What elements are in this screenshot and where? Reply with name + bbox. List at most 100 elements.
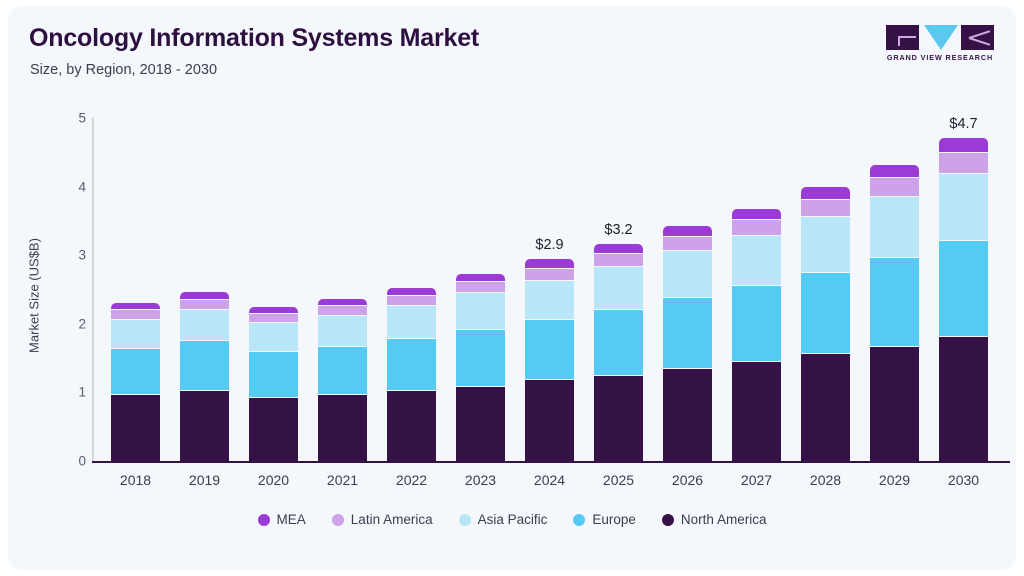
- bar-segment[interactable]: [525, 319, 574, 380]
- legend-item[interactable]: Europe: [573, 512, 636, 527]
- page-title: Oncology Information Systems Market: [29, 24, 480, 52]
- bar-segment[interactable]: [456, 273, 505, 282]
- bar-segment[interactable]: [870, 196, 919, 258]
- legend-item[interactable]: Latin America: [331, 512, 433, 527]
- bar-segment[interactable]: [387, 288, 436, 295]
- bar-segment[interactable]: [594, 244, 643, 254]
- bar-segment[interactable]: [249, 397, 298, 461]
- bar-segment[interactable]: [663, 367, 712, 461]
- bar-segment[interactable]: [525, 267, 574, 280]
- bar-segment[interactable]: [180, 390, 229, 461]
- bar-segment[interactable]: [180, 309, 229, 341]
- bar-segment[interactable]: [870, 164, 919, 177]
- bar-segment[interactable]: [318, 345, 367, 395]
- bar-segment[interactable]: [180, 299, 229, 310]
- bar-group[interactable]: [318, 299, 367, 461]
- y-axis-title: Market Size (US$B): [26, 238, 42, 353]
- bar-group[interactable]: [111, 303, 160, 461]
- y-axis-tick-label: 1: [78, 384, 86, 400]
- bar-segment[interactable]: [249, 306, 298, 313]
- bar-segment[interactable]: [456, 292, 505, 329]
- bar-segment[interactable]: [525, 379, 574, 461]
- chart-subtitle: Size, by Region, 2018 - 2030: [30, 62, 218, 78]
- bar-segment[interactable]: [663, 297, 712, 368]
- bar-group[interactable]: [456, 273, 505, 461]
- chart-header: Oncology Information Systems Market Size…: [8, 6, 1016, 98]
- bar-group[interactable]: $3.2: [594, 222, 643, 461]
- bar-segment[interactable]: [939, 137, 988, 152]
- bar-segment[interactable]: [663, 226, 712, 236]
- legend-label: Europe: [592, 512, 636, 527]
- y-axis-tick-label: 0: [78, 453, 86, 469]
- bar-group[interactable]: [663, 226, 712, 461]
- bar-segment[interactable]: [732, 285, 781, 361]
- bar-segment[interactable]: [318, 299, 367, 306]
- bar-segment[interactable]: [732, 360, 781, 461]
- bar-segment[interactable]: [456, 281, 505, 293]
- bar-segment[interactable]: [939, 151, 988, 173]
- bar-group[interactable]: $4.7: [939, 116, 988, 461]
- bar-segment[interactable]: [456, 385, 505, 461]
- bar-group[interactable]: [801, 187, 850, 461]
- bar-segment[interactable]: [663, 236, 712, 251]
- legend-swatch-icon: [573, 513, 586, 526]
- bar-group[interactable]: [732, 208, 781, 461]
- bar-group[interactable]: [387, 288, 436, 461]
- bar-segment[interactable]: [111, 347, 160, 395]
- legend-item[interactable]: MEA: [257, 512, 306, 527]
- bar-segment[interactable]: [732, 218, 781, 235]
- chart-legend: MEA Latin America Asia Pacific Europe North …: [8, 512, 1016, 527]
- bar-segment[interactable]: [939, 336, 988, 461]
- x-axis-tick-label: 2021: [326, 472, 359, 488]
- legend-item[interactable]: North America: [661, 512, 766, 527]
- chart-card: Oncology Information Systems Market Size…: [8, 6, 1016, 570]
- bar-segment[interactable]: [594, 374, 643, 461]
- bar-segment[interactable]: [801, 216, 850, 272]
- bar-segment[interactable]: [732, 234, 781, 286]
- bar-segment[interactable]: [387, 338, 436, 391]
- bar-segment[interactable]: [249, 322, 298, 352]
- bar-segment[interactable]: [318, 305, 367, 315]
- bar-group[interactable]: $2.9: [525, 237, 574, 461]
- bar-segment[interactable]: [939, 172, 988, 241]
- bar-segment[interactable]: [801, 187, 850, 199]
- bar-segment[interactable]: [801, 353, 850, 461]
- bar-segment[interactable]: [318, 394, 367, 461]
- bar-segment[interactable]: [111, 309, 160, 319]
- bar-segment[interactable]: [801, 198, 850, 217]
- bar-segment[interactable]: [594, 253, 643, 267]
- bar-segment[interactable]: [525, 259, 574, 268]
- bar-segment[interactable]: [180, 340, 229, 391]
- logo-letter-r-icon: [961, 25, 994, 50]
- bar-segment[interactable]: [456, 328, 505, 386]
- bar-segment[interactable]: [111, 394, 160, 461]
- legend-item[interactable]: Asia Pacific: [458, 512, 547, 527]
- bar-segment[interactable]: [387, 305, 436, 339]
- x-axis-tick-label: 2029: [878, 472, 911, 488]
- bar-segment[interactable]: [249, 312, 298, 323]
- bar-group[interactable]: [870, 164, 919, 461]
- bar-segment[interactable]: [111, 319, 160, 348]
- bar-segment[interactable]: [594, 308, 643, 375]
- bar-segment[interactable]: [525, 279, 574, 319]
- bar-segment[interactable]: [180, 292, 229, 300]
- bar-segment[interactable]: [249, 351, 298, 398]
- bar-segment[interactable]: [870, 345, 919, 461]
- bar-segment[interactable]: [801, 271, 850, 354]
- bar-segment[interactable]: [111, 303, 160, 310]
- bar-segment[interactable]: [594, 266, 643, 309]
- bar-segment[interactable]: [939, 240, 988, 337]
- legend-swatch-icon: [458, 513, 471, 526]
- bar-segment[interactable]: [870, 177, 919, 197]
- bar-group[interactable]: [180, 292, 229, 461]
- x-axis-tick-label: 2019: [188, 472, 221, 488]
- logo-marks: [886, 25, 994, 50]
- bar-segment[interactable]: [387, 295, 436, 306]
- bar-segment[interactable]: [387, 390, 436, 461]
- logo-g-stem: [898, 36, 900, 46]
- bar-segment[interactable]: [318, 314, 367, 346]
- bar-group[interactable]: [249, 306, 298, 461]
- bar-segment[interactable]: [870, 257, 919, 346]
- bar-segment[interactable]: [663, 250, 712, 298]
- bar-segment[interactable]: [732, 208, 781, 219]
